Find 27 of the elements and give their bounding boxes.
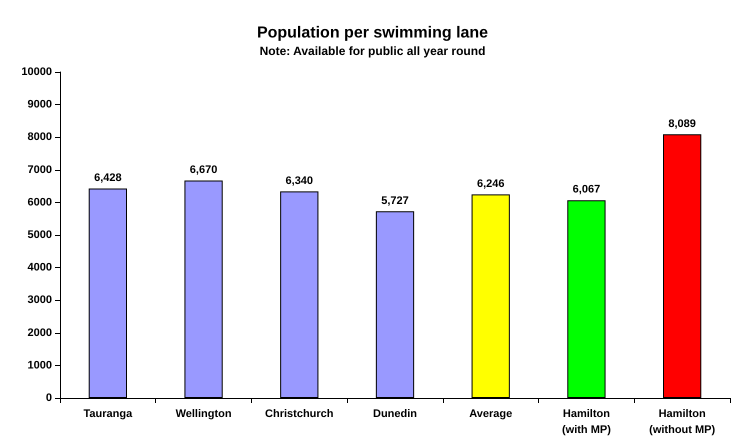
x-tick-label: Christchurch — [265, 408, 334, 420]
y-tick-label: 5000 — [28, 229, 52, 241]
data-label: 6,428 — [94, 172, 122, 184]
x-tick-label: Wellington — [176, 408, 232, 420]
data-label: 5,727 — [381, 194, 409, 207]
data-label: 6,246 — [476, 178, 504, 190]
x-tick-label: Hamilton (with MP) — [562, 408, 612, 436]
y-tick-label: 2000 — [28, 326, 52, 339]
data-label: 6,670 — [190, 164, 218, 176]
y-tick-label: 4000 — [28, 262, 52, 274]
y-tick-label: 1000 — [28, 359, 52, 372]
x-tick-label: Dunedin — [373, 408, 418, 420]
x-tick-label: Hamilton (without MP) — [649, 408, 716, 436]
x-tick-label: Tauranga — [84, 408, 134, 420]
y-tick-label: 9000 — [28, 98, 52, 111]
chart-title: Population per swimming lane — [256, 24, 488, 42]
data-label: 6,067 — [572, 184, 600, 196]
y-tick-label: 8000 — [28, 131, 52, 144]
y-tick-label: 0 — [46, 392, 52, 404]
data-label: 8,089 — [668, 118, 696, 130]
y-tick-label: 7000 — [28, 164, 52, 176]
chart-subtitle: Note: Available for public all year round — [260, 44, 486, 58]
y-tick-label: 10000 — [21, 66, 52, 78]
x-tick-label: Average — [469, 408, 512, 420]
data-label: 6,340 — [286, 174, 314, 187]
y-tick-label: 3000 — [28, 294, 52, 306]
y-tick-label: 6000 — [28, 196, 52, 208]
